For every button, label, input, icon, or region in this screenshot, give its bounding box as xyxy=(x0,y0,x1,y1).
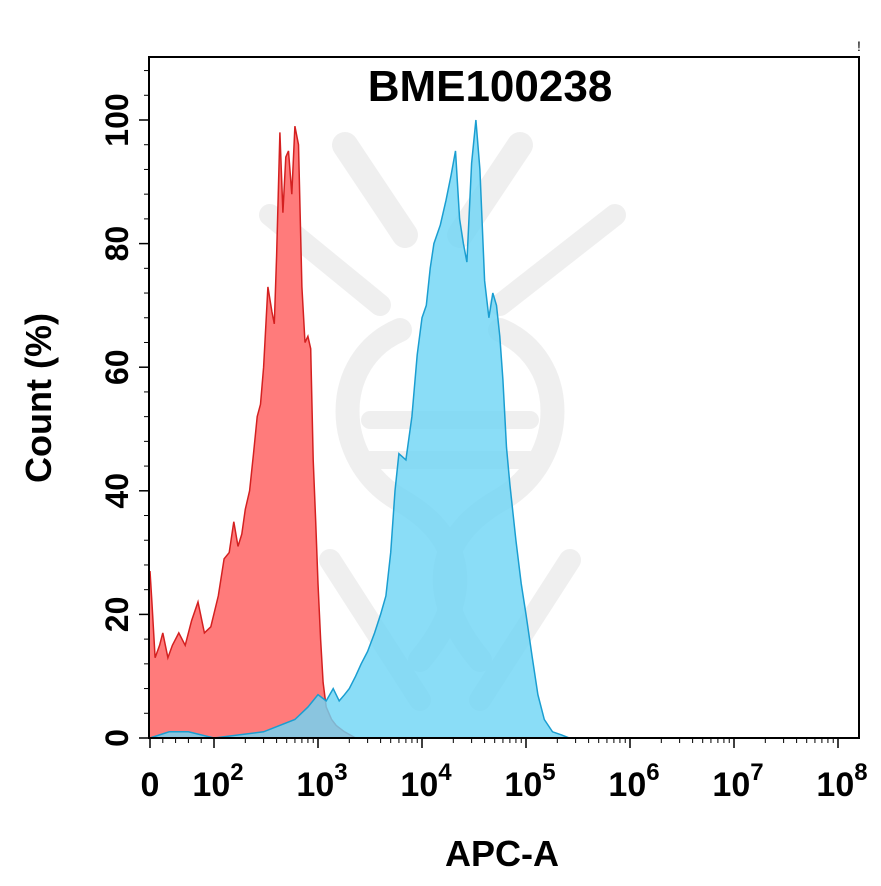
series-line-2 xyxy=(149,119,570,739)
axis-ticks: 0 20 40 60 80 100 0 102 103 104 105 106 107 108 xyxy=(99,70,868,804)
series-area-1 xyxy=(150,126,356,738)
x-tick-label: 0 xyxy=(141,766,160,804)
y-tick-label: 40 xyxy=(99,473,135,509)
y-axis-label: Count (%) xyxy=(18,313,59,483)
series-line-1 xyxy=(149,126,356,739)
x-tick-label: 106 xyxy=(608,759,659,804)
x-tick-label: 108 xyxy=(816,759,867,804)
x-tick-label: 103 xyxy=(296,759,347,804)
x-tick-label: 102 xyxy=(192,759,243,804)
x-tick-label: 105 xyxy=(504,759,555,804)
chart-title: BME100238 xyxy=(368,62,613,111)
y-tick-label: 0 xyxy=(99,729,135,747)
y-tick-label: 100 xyxy=(99,93,135,146)
series-area-2 xyxy=(150,120,570,738)
y-tick-label: 20 xyxy=(99,597,135,633)
y-tick-label: 60 xyxy=(99,349,135,385)
x-tick-label: 107 xyxy=(712,759,763,804)
x-tick-label: 104 xyxy=(400,759,452,804)
plot-frame xyxy=(148,56,860,739)
y-tick-label: 80 xyxy=(99,226,135,262)
x-axis-label: APC-A xyxy=(445,833,559,874)
corner-mark: ! xyxy=(857,38,861,54)
histogram-series xyxy=(149,119,570,739)
